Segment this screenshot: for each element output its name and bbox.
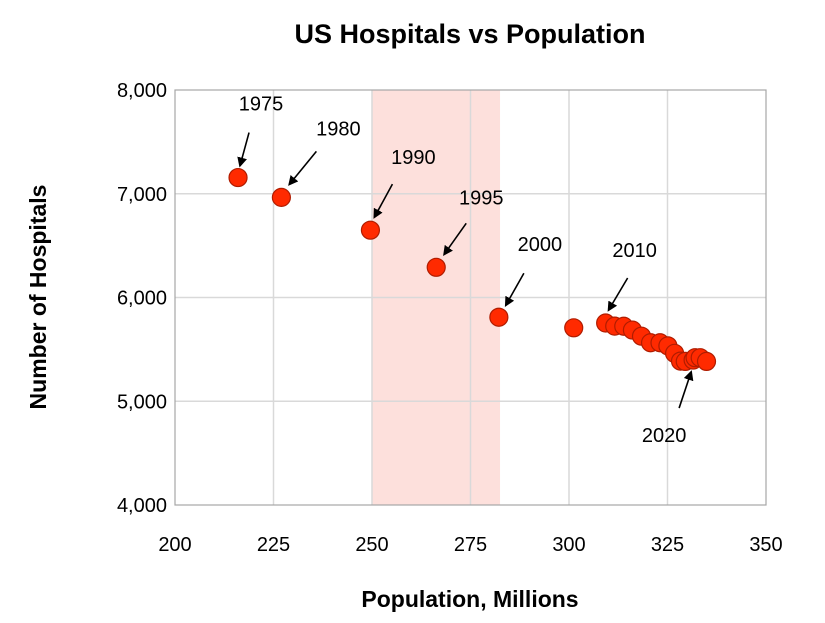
- x-axis-label: Population, Millions: [361, 586, 578, 612]
- y-tick-label: 4,000: [117, 495, 167, 517]
- annotation-label: 1980: [316, 118, 361, 140]
- plot-area: 200 225 250 275 300 325 350 4,000 5,000 6,000 7,00…: [117, 80, 783, 556]
- data-point: [426, 257, 446, 277]
- x-tick-label: 275: [454, 534, 487, 556]
- y-axis-label: Number of Hospitals: [25, 185, 51, 410]
- y-tick-label: 7,000: [117, 184, 167, 206]
- annotation-arrow: [504, 272, 525, 307]
- x-tick-label: 250: [355, 534, 388, 556]
- data-point: [271, 187, 291, 207]
- annotation-label: 1990: [391, 147, 436, 169]
- y-tick-label: 5,000: [117, 391, 167, 413]
- data-point: [564, 318, 584, 338]
- y-tick-label: 6,000: [117, 288, 167, 310]
- x-tick-label: 300: [552, 534, 585, 556]
- x-tick-label: 200: [158, 534, 191, 556]
- annotation-arrow: [288, 150, 317, 186]
- plot-frame: [174, 89, 767, 506]
- annotation-arrow: [237, 132, 250, 168]
- x-tick-label: 325: [651, 534, 684, 556]
- annotation-label: 1975: [239, 94, 284, 116]
- annotation-arrow: [607, 277, 629, 312]
- annotation-label: 2020: [642, 425, 687, 447]
- chart-title: US Hospitals vs Population: [294, 19, 645, 49]
- annotation-label: 2010: [612, 240, 657, 262]
- annotation-arrow: [373, 183, 394, 219]
- annotation-arrow: [678, 370, 694, 409]
- data-point: [360, 220, 381, 240]
- annotation-label: 1995: [459, 187, 504, 209]
- annotation-label: 2000: [518, 234, 563, 256]
- y-tick-label: 8,000: [117, 80, 167, 102]
- annotation-arrow: [443, 222, 467, 256]
- data-point: [228, 167, 248, 188]
- x-tick-label: 225: [257, 534, 290, 556]
- data-point: [489, 307, 509, 327]
- data-point: [696, 351, 717, 372]
- x-tick-label: 350: [749, 534, 782, 556]
